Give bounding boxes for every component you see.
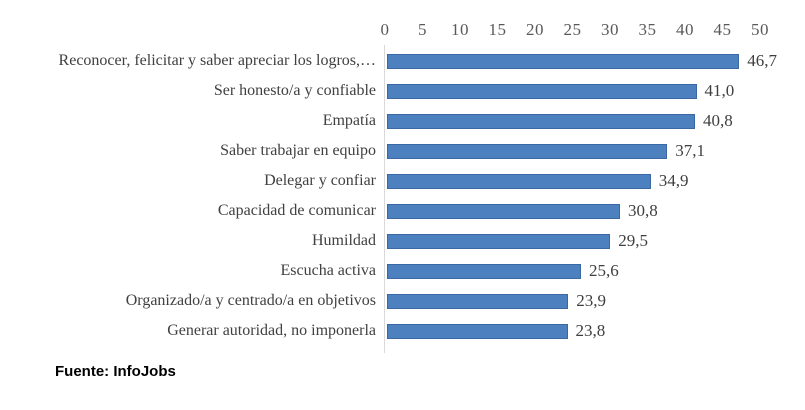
category-label: Humildad [312, 232, 376, 249]
bar [387, 54, 740, 69]
bar-row: Capacidad de comunicar 30,8 [0, 196, 805, 226]
bar [387, 294, 569, 309]
bar-row: Delegar y confiar 34,9 [0, 166, 805, 196]
x-tick-label: 25 [563, 20, 582, 39]
x-tick-label: 0 [380, 20, 390, 39]
value-label: 23,9 [576, 291, 606, 310]
value-label: 29,5 [618, 231, 648, 250]
bar [387, 264, 581, 279]
bar-row: Escucha activa 25,6 [0, 256, 805, 286]
value-label: 23,8 [575, 321, 606, 340]
bar [387, 144, 668, 159]
category-label: Organizado/a y centrado/a en objetivos [125, 292, 376, 309]
category-label: Delegar y confiar [264, 172, 376, 189]
x-tick-label: 30 [601, 20, 619, 39]
category-label: Capacidad de comunicar [217, 202, 376, 219]
category-label: Ser honesto/a y confiable [213, 82, 376, 99]
bar-row: Ser honesto/a y confiable 41,0 [0, 76, 805, 106]
bar-row: Generar autoridad, no imponerla 23,8 [0, 316, 805, 346]
x-tick-label: 5 [418, 20, 427, 39]
bar [387, 234, 611, 249]
x-tick-label: 45 [713, 20, 732, 39]
category-label: Saber trabajar en equipo [220, 142, 376, 159]
category-label: Escucha activa [280, 262, 377, 279]
x-tick-label: 40 [676, 20, 694, 39]
x-tick-label: 15 [488, 20, 507, 39]
value-label: 30,8 [628, 201, 658, 220]
category-label: Generar autoridad, no imponerla [167, 322, 376, 339]
bar-row: Empatía 40,8 [0, 106, 805, 136]
bar-row: Organizado/a y centrado/a en objetivos 23… [0, 286, 805, 316]
category-label: Empatía [322, 112, 376, 129]
value-label: 34,9 [658, 171, 689, 190]
bar [387, 174, 651, 189]
bar-row: Humildad 29,5 [0, 226, 805, 256]
x-tick-label: 35 [638, 20, 657, 39]
x-tick-label: 50 [751, 20, 769, 39]
x-tick-label: 10 [451, 20, 469, 39]
value-label: 41,0 [704, 81, 735, 100]
source-text: Fuente: InfoJobs [55, 363, 176, 380]
value-label: 40,8 [703, 111, 733, 130]
bar-row: Saber trabajar en equipo 37,1 [0, 136, 805, 166]
bar [387, 84, 697, 99]
category-label: Reconocer, felicitar y saber apreciar lo… [58, 52, 376, 69]
bar [387, 114, 695, 129]
y-axis-line [384, 45, 385, 353]
x-tick-label: 20 [526, 20, 544, 39]
value-label: 37,1 [675, 141, 705, 160]
value-label: 46,7 [747, 51, 777, 70]
bar [387, 324, 568, 339]
bar [387, 204, 620, 219]
value-label: 25,6 [589, 261, 619, 280]
bar-row: Reconocer, felicitar y saber apreciar lo… [0, 46, 805, 76]
